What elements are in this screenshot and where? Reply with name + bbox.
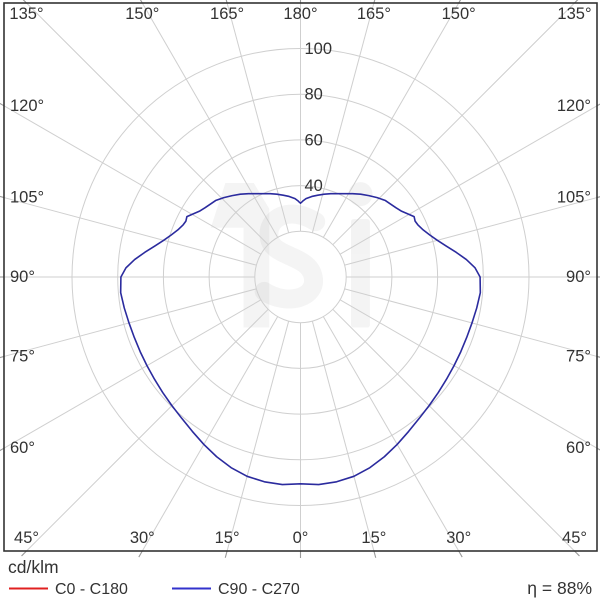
svg-text:165°: 165°	[210, 5, 244, 23]
svg-text:150°: 150°	[442, 5, 476, 23]
svg-text:C90 - C270: C90 - C270	[218, 581, 300, 598]
svg-text:80: 80	[305, 86, 323, 104]
svg-text:180°: 180°	[283, 5, 317, 23]
svg-text:0°: 0°	[293, 529, 309, 547]
svg-text:C0 - C180: C0 - C180	[55, 581, 128, 598]
svg-text:60°: 60°	[566, 439, 591, 457]
svg-text:75°: 75°	[566, 347, 591, 365]
svg-text:45°: 45°	[14, 529, 39, 547]
svg-text:135°: 135°	[9, 5, 43, 23]
svg-text:60: 60	[305, 131, 323, 149]
svg-text:90°: 90°	[10, 268, 35, 286]
svg-text:120°: 120°	[557, 97, 591, 115]
svg-text:165°: 165°	[357, 5, 391, 23]
svg-text:15°: 15°	[361, 529, 386, 547]
svg-text:15°: 15°	[215, 529, 240, 547]
svg-text:η = 88%: η = 88%	[527, 578, 592, 598]
svg-text:45°: 45°	[562, 529, 587, 547]
svg-text:135°: 135°	[557, 5, 591, 23]
svg-text:105°: 105°	[557, 189, 591, 207]
svg-text:90°: 90°	[566, 268, 591, 286]
svg-text:120°: 120°	[10, 97, 44, 115]
svg-text:100: 100	[305, 40, 333, 58]
svg-text:30°: 30°	[130, 529, 155, 547]
svg-text:cd/klm: cd/klm	[8, 557, 59, 577]
svg-text:75°: 75°	[10, 347, 35, 365]
svg-text:40: 40	[305, 177, 323, 195]
svg-text:30°: 30°	[446, 529, 471, 547]
svg-text:105°: 105°	[10, 189, 44, 207]
svg-text:150°: 150°	[125, 5, 159, 23]
svg-text:60°: 60°	[10, 439, 35, 457]
